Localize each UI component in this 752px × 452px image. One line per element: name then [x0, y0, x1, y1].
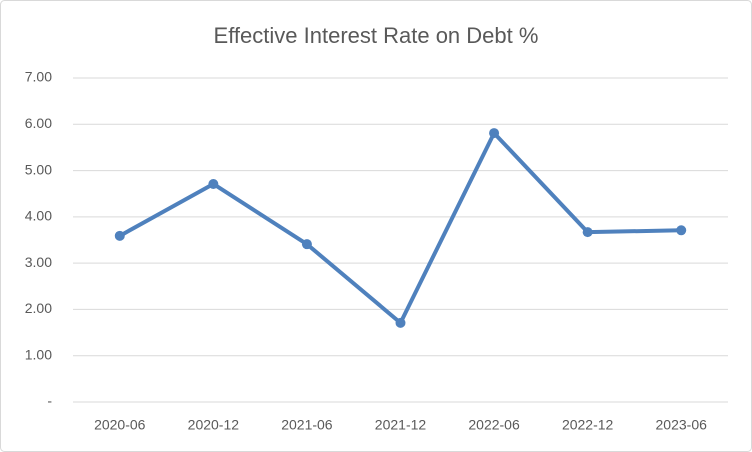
- y-tick-label: 3.00: [25, 254, 52, 270]
- x-tick-label: 2021-06: [281, 417, 333, 433]
- x-tick-label: 2023-06: [656, 417, 708, 433]
- x-tick-label: 2022-12: [562, 417, 614, 433]
- data-point: [114, 230, 125, 241]
- x-tick-label: 2021-12: [375, 417, 427, 433]
- y-tick-label: 1.00: [25, 346, 52, 362]
- x-tick-label: 2020-12: [188, 417, 240, 433]
- data-point: [676, 225, 687, 236]
- data-point: [489, 128, 500, 139]
- y-tick-label: 7.00: [25, 69, 52, 85]
- y-tick-label: -: [47, 393, 52, 409]
- chart-title: Effective Interest Rate on Debt %: [214, 23, 539, 48]
- y-tick-label: 6.00: [25, 115, 52, 131]
- y-tick-label: 2.00: [25, 300, 52, 316]
- data-point: [395, 317, 406, 328]
- x-tick-label: 2020-06: [94, 417, 146, 433]
- y-tick-label: 4.00: [25, 208, 52, 224]
- data-point: [301, 239, 312, 250]
- data-point: [208, 178, 219, 189]
- x-tick-label: 2022-06: [468, 417, 520, 433]
- y-tick-label: 5.00: [25, 161, 52, 177]
- data-point: [582, 227, 593, 238]
